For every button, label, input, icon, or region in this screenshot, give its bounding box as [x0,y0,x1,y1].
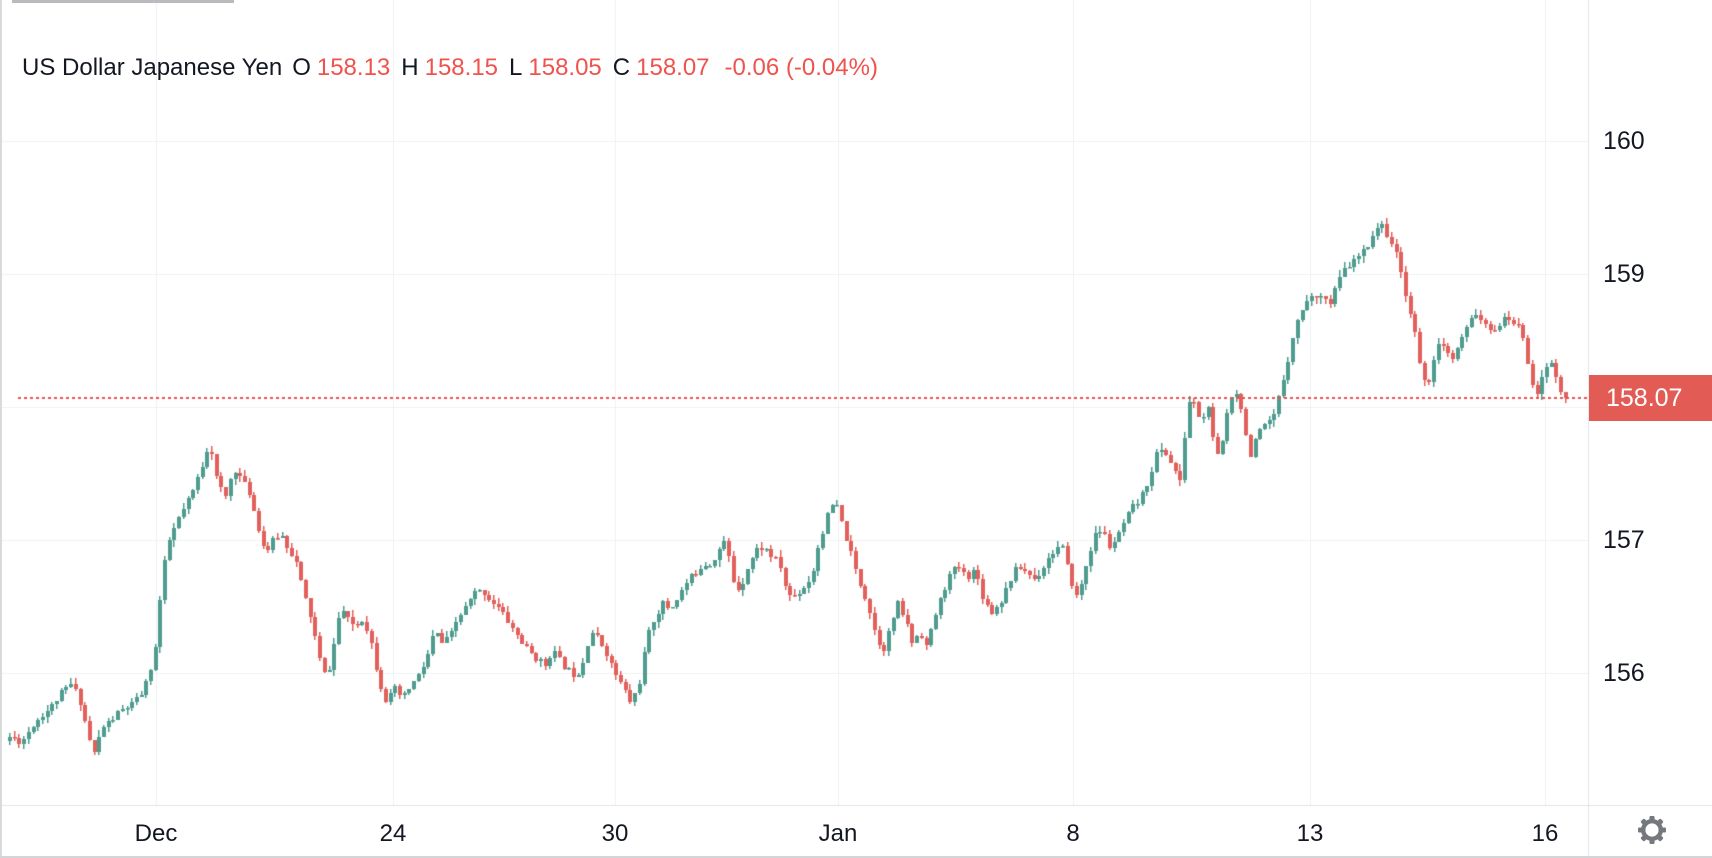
time-axis-tick: Dec [134,820,178,847]
bottom-edge-border [0,856,1712,858]
time-axis-tick: 8 [1066,820,1080,847]
low-value: 158.05 [528,54,602,81]
open-label: O [292,54,311,81]
open-value: 158.13 [316,54,391,81]
left-edge-border [0,0,2,858]
time-axis-tick: Jan [818,820,858,847]
settings-button[interactable] [1633,811,1671,849]
last-price-value: 158.07 [1606,383,1683,412]
change-value: -0.06 (-0.04%) [724,54,878,81]
price-axis-tick: 159 [1603,260,1645,288]
close-label: C [612,54,631,81]
symbol-legend: US Dollar Japanese Yen O 158.13 H 158.15… [22,52,878,84]
time-axis-tick: 30 [601,820,629,847]
time-axis-tick: 24 [379,820,407,847]
close-value: 158.07 [636,54,710,81]
gear-icon [1638,816,1666,844]
last-price-badge: 158.07 [1589,375,1712,421]
price-axis-tick: 156 [1603,659,1645,687]
price-axis[interactable]: 160 159 157 156 [1589,0,1712,805]
time-axis[interactable]: Dec 24 30 Jan 8 13 16 [0,806,1588,856]
low-label: L [509,54,523,81]
price-axis-tick: 160 [1603,127,1645,155]
time-axis-tick: 13 [1296,820,1324,847]
symbol-title: US Dollar Japanese Yen [22,54,283,81]
top-progress-bar [12,0,234,3]
high-value: 158.15 [424,54,499,81]
time-axis-tick: 16 [1531,820,1559,847]
price-axis-tick: 157 [1603,526,1645,554]
high-label: H [401,54,419,81]
